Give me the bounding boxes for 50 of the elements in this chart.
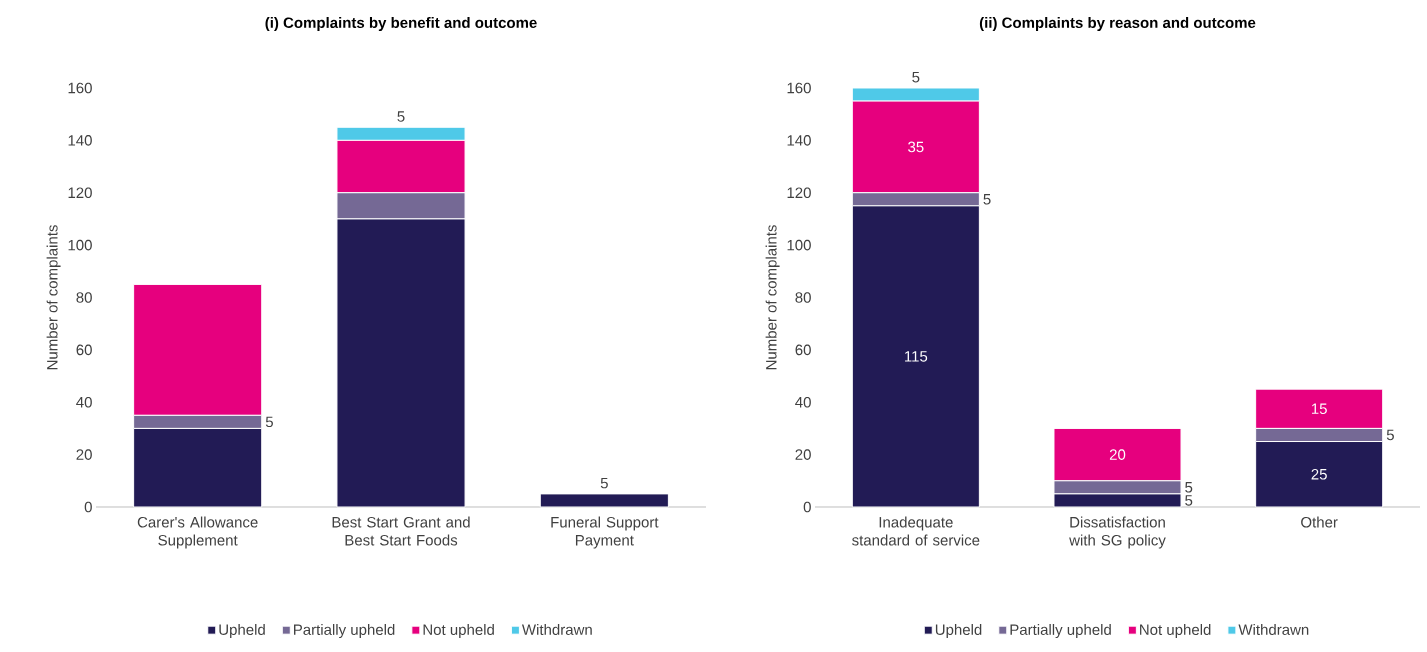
legend-label: Partially upheld bbox=[294, 623, 395, 638]
legend-label: Not upheld bbox=[423, 623, 494, 638]
x-tick-label: Carer's Allowance Supplement bbox=[137, 516, 258, 549]
x-tick-label: Funeral Support Payment bbox=[551, 516, 659, 549]
y-tick-label: 0 bbox=[84, 501, 92, 513]
data-label: 5 bbox=[600, 477, 608, 489]
y-tick-label: 140 bbox=[787, 135, 811, 146]
y-tick-label: 0 bbox=[803, 501, 811, 513]
data-label: 5 bbox=[983, 194, 991, 205]
chart-title: (i) Complaints by benefit and outcome bbox=[265, 17, 537, 31]
y-tick-label: 60 bbox=[795, 344, 811, 356]
legend-label: Upheld bbox=[935, 623, 982, 638]
legend-label: Withdrawn bbox=[1238, 623, 1309, 635]
y-tick-label: 40 bbox=[795, 396, 811, 408]
data-label: 15 bbox=[1311, 403, 1327, 415]
y-tick-label: 20 bbox=[795, 449, 811, 460]
y-tick-label: 140 bbox=[68, 135, 92, 146]
y-axis-title: Number of complaints bbox=[765, 225, 780, 370]
x-tick-label: Inadequate standard of service bbox=[852, 516, 980, 546]
x-tick-label: Dissatisfaction with SG policy bbox=[1069, 516, 1166, 549]
legend-label: Withdrawn bbox=[521, 623, 592, 635]
data-label: 35 bbox=[908, 141, 924, 153]
chart-title: (ii) Complaints by reason and outcome bbox=[979, 17, 1256, 31]
legend-label: Not upheld bbox=[1140, 623, 1211, 638]
data-label: 20 bbox=[1109, 449, 1126, 460]
data-label: 25 bbox=[1311, 468, 1327, 480]
data-label: 5 bbox=[397, 111, 405, 122]
legend-label: Upheld bbox=[219, 623, 265, 638]
y-axis-title: Number of complaints bbox=[46, 225, 61, 370]
y-tick-label: 160 bbox=[68, 82, 92, 94]
y-tick-label: 160 bbox=[787, 82, 811, 94]
data-label: 5 bbox=[1185, 495, 1193, 506]
data-label: 5 bbox=[1386, 429, 1394, 441]
y-tick-label: 100 bbox=[787, 239, 811, 251]
x-tick-label: Best Start Grant and Best Start Foods bbox=[332, 516, 470, 546]
y-tick-label: 120 bbox=[68, 187, 92, 199]
y-tick-label: 100 bbox=[68, 239, 92, 251]
legend-label: Partially upheld bbox=[1010, 623, 1111, 638]
y-tick-label: 120 bbox=[787, 187, 811, 199]
data-label: 5 bbox=[912, 71, 920, 83]
y-tick-label: 20 bbox=[76, 449, 92, 460]
y-tick-label: 80 bbox=[76, 292, 92, 303]
data-label: 5 bbox=[265, 416, 273, 428]
x-tick-label: Other bbox=[1301, 516, 1338, 528]
y-tick-label: 40 bbox=[76, 396, 92, 408]
y-tick-label: 80 bbox=[795, 292, 811, 303]
data-label: 5 bbox=[1185, 482, 1193, 493]
bar bbox=[539, 493, 669, 508]
data-label: 115 bbox=[905, 351, 928, 362]
y-tick-label: 60 bbox=[76, 344, 92, 356]
